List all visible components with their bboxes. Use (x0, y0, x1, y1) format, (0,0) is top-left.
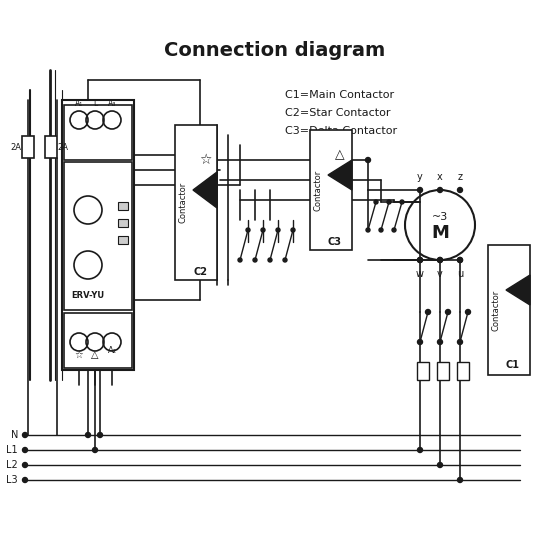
Circle shape (374, 200, 378, 204)
Circle shape (23, 432, 28, 437)
Bar (457, 362, 469, 380)
Text: Contactor: Contactor (179, 182, 188, 223)
Polygon shape (193, 172, 217, 208)
Circle shape (253, 258, 257, 262)
Circle shape (366, 157, 371, 162)
Circle shape (417, 188, 422, 192)
Text: C1: C1 (506, 360, 520, 370)
Circle shape (23, 477, 28, 482)
Text: A₂: A₂ (107, 346, 117, 355)
Polygon shape (506, 275, 530, 305)
Circle shape (400, 200, 404, 204)
Bar (64, 313, 132, 368)
Bar (118, 202, 128, 210)
Text: △: △ (91, 350, 99, 360)
Text: ☆: ☆ (75, 350, 84, 360)
Text: w: w (416, 269, 424, 279)
Text: L1: L1 (7, 445, 18, 455)
Circle shape (458, 257, 463, 262)
Bar (175, 125, 217, 280)
Circle shape (85, 432, 91, 437)
Circle shape (97, 432, 102, 437)
Text: u: u (457, 269, 463, 279)
Circle shape (437, 257, 443, 262)
Circle shape (379, 228, 383, 232)
Text: C2=Star Contactor: C2=Star Contactor (285, 108, 390, 118)
Bar (45, 136, 57, 158)
Text: Connection diagram: Connection diagram (164, 41, 386, 59)
Bar (488, 245, 530, 375)
Circle shape (437, 339, 443, 344)
Bar (437, 362, 449, 380)
Text: L: L (93, 99, 97, 108)
Text: C3: C3 (328, 237, 342, 247)
Text: M: M (431, 224, 449, 242)
Circle shape (23, 448, 28, 453)
Text: △: △ (335, 148, 345, 162)
Circle shape (426, 310, 431, 315)
Text: N: N (10, 430, 18, 440)
Circle shape (458, 188, 463, 192)
Bar (310, 130, 352, 250)
Text: C1=Main Contactor: C1=Main Contactor (285, 90, 394, 100)
Circle shape (366, 228, 370, 232)
Text: Contactor: Contactor (492, 289, 500, 331)
Circle shape (261, 228, 265, 232)
Circle shape (23, 463, 28, 468)
Circle shape (283, 258, 287, 262)
Text: 2A: 2A (10, 142, 21, 151)
Circle shape (458, 339, 463, 344)
Circle shape (92, 448, 97, 453)
Text: C3=Delta Contactor: C3=Delta Contactor (285, 126, 397, 136)
Text: x: x (437, 172, 443, 182)
Text: v: v (437, 269, 443, 279)
Circle shape (437, 463, 443, 468)
Text: Contactor: Contactor (314, 169, 322, 211)
Circle shape (458, 477, 463, 482)
Bar (64, 162, 132, 310)
Circle shape (465, 310, 470, 315)
Circle shape (246, 228, 250, 232)
Bar (64, 105, 132, 160)
Circle shape (238, 258, 242, 262)
Circle shape (437, 188, 443, 192)
Circle shape (417, 257, 422, 262)
Circle shape (268, 258, 272, 262)
Bar (22, 136, 34, 158)
Text: L2: L2 (6, 460, 18, 470)
Bar (118, 219, 128, 227)
Circle shape (291, 228, 295, 232)
Circle shape (417, 339, 422, 344)
Text: L3: L3 (7, 475, 18, 485)
Text: ☆: ☆ (199, 153, 211, 167)
Circle shape (417, 257, 422, 262)
Bar (118, 236, 128, 244)
Text: A₁: A₁ (75, 99, 83, 108)
Polygon shape (328, 160, 352, 190)
Text: ~3: ~3 (432, 212, 448, 222)
Circle shape (437, 257, 443, 262)
Circle shape (392, 228, 396, 232)
Circle shape (387, 200, 391, 204)
Text: C2: C2 (193, 267, 207, 277)
Bar (417, 362, 429, 380)
Text: A₃: A₃ (108, 99, 116, 108)
Text: ERV-YU: ERV-YU (72, 290, 104, 300)
Circle shape (276, 228, 280, 232)
Circle shape (458, 257, 463, 262)
Circle shape (446, 310, 450, 315)
Text: 2A: 2A (58, 142, 69, 151)
Circle shape (417, 448, 422, 453)
Text: z: z (458, 172, 463, 182)
Bar (62, 100, 134, 370)
Text: y: y (417, 172, 423, 182)
